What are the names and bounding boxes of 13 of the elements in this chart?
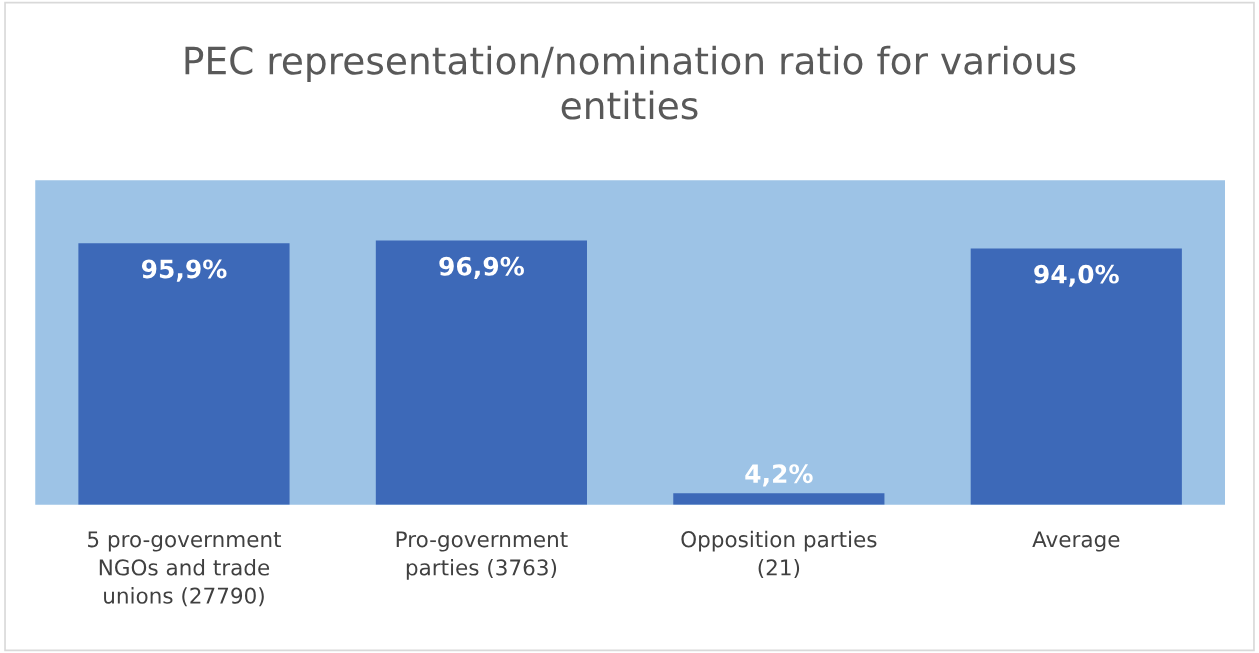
chart-title: PEC representation/nomination ratio for various entities <box>185 45 1076 120</box>
x-tick-label: 5 pro-government NGOs and trade unions (27790) <box>88 531 282 607</box>
bar <box>673 493 885 505</box>
data-label: 96,9% <box>439 256 524 279</box>
bar <box>78 243 290 505</box>
x-tick-label: Pro-government parties (3763) <box>396 531 568 580</box>
bar <box>970 248 1182 505</box>
data-label: 4,2% <box>745 464 813 487</box>
x-tick-label: Average <box>1032 531 1120 552</box>
x-tick-label: Opposition parties (21) <box>681 530 877 579</box>
data-label: 94,0% <box>1034 264 1119 287</box>
data-label: 95,9% <box>141 259 227 282</box>
bar <box>375 240 587 505</box>
